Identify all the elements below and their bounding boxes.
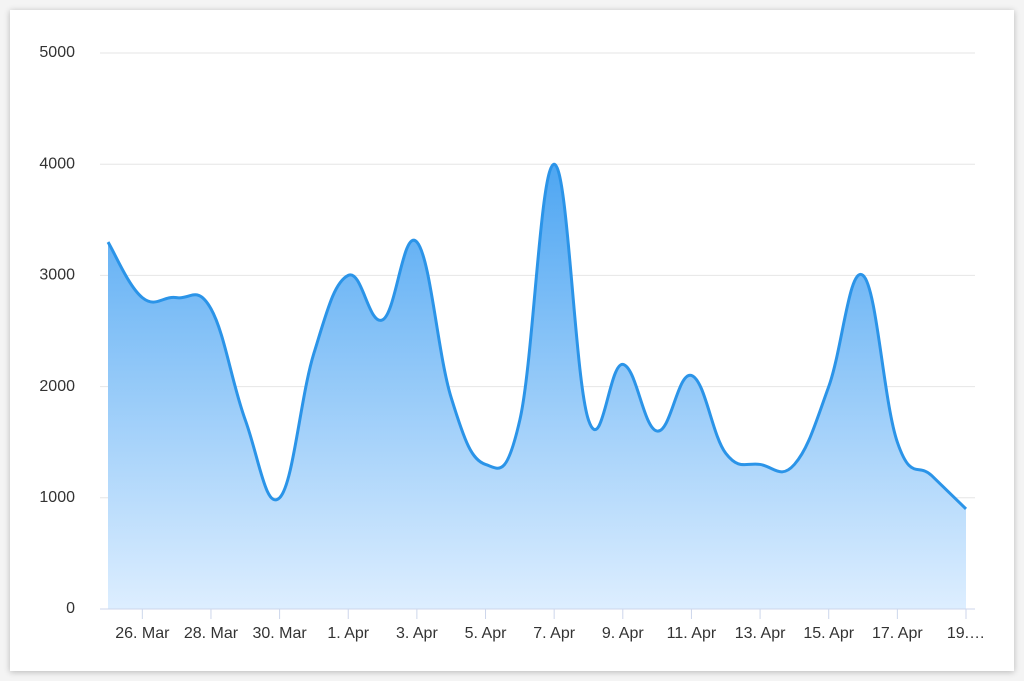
y-tick-label: 1000 (39, 489, 75, 506)
x-tick-label: 7. Apr (533, 625, 575, 642)
y-tick-label: 5000 (39, 44, 75, 61)
x-tick-label: 26. Mar (115, 625, 170, 642)
x-tick-label: 5. Apr (465, 625, 507, 642)
y-tick-label: 0 (66, 600, 75, 617)
y-tick-label: 2000 (39, 378, 75, 395)
x-tick-label: 15. Apr (803, 625, 854, 642)
x-tick-label: 3. Apr (396, 625, 438, 642)
x-tick-label: 17. Apr (872, 625, 923, 642)
x-tick-label: 1. Apr (327, 625, 369, 642)
line (106, 162, 968, 510)
y-tick-label: 4000 (39, 155, 75, 172)
area (108, 164, 966, 609)
x-tick-label: 13. Apr (735, 625, 786, 642)
y-tick-label: 3000 (39, 267, 75, 284)
x-tick-label: 11. Apr (667, 625, 717, 642)
x-tick-label: 28. Mar (184, 625, 239, 642)
x-tick-label: 9. Apr (602, 625, 644, 642)
x-tick-label: 30. Mar (252, 625, 307, 642)
x-tick-label: 19.… (947, 625, 985, 642)
